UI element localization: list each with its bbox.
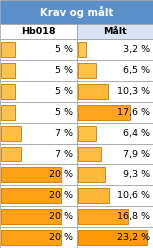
Bar — [1, 42, 15, 57]
Text: 3,2 %: 3,2 % — [123, 45, 150, 54]
Bar — [78, 126, 96, 141]
Text: 7 %: 7 % — [55, 150, 73, 158]
Bar — [76, 81, 153, 102]
Text: 5 %: 5 % — [55, 108, 73, 117]
Text: 20 %: 20 % — [49, 212, 73, 221]
Bar — [0, 123, 76, 144]
Text: 17,6 %: 17,6 % — [117, 108, 150, 117]
Bar — [76, 144, 153, 164]
Text: 10,6 %: 10,6 % — [117, 191, 150, 200]
Bar — [1, 126, 21, 141]
Text: 5 %: 5 % — [55, 45, 73, 54]
Bar — [1, 63, 15, 78]
Bar — [78, 167, 105, 182]
Bar — [0, 206, 76, 227]
Text: Krav og målt: Krav og målt — [40, 6, 113, 18]
Text: 7 %: 7 % — [55, 129, 73, 138]
Bar — [76, 227, 153, 248]
Bar — [0, 164, 76, 185]
Bar — [76, 164, 153, 185]
Bar — [78, 147, 101, 161]
Bar — [1, 167, 61, 182]
Bar — [78, 84, 108, 99]
Bar — [78, 63, 96, 78]
Text: 6,5 %: 6,5 % — [123, 66, 150, 75]
Bar — [76, 39, 153, 60]
Bar — [78, 188, 109, 203]
Bar — [0, 81, 76, 102]
Bar — [0, 39, 76, 60]
Bar — [0, 144, 76, 164]
Text: 6,4 %: 6,4 % — [123, 129, 150, 138]
Bar — [0, 102, 76, 123]
Bar — [1, 188, 61, 203]
Bar — [0, 185, 76, 206]
Text: Hb018: Hb018 — [21, 27, 56, 36]
Text: 16,8 %: 16,8 % — [117, 212, 150, 221]
Bar — [1, 105, 15, 120]
Bar — [78, 42, 86, 57]
Text: 10,3 %: 10,3 % — [117, 87, 150, 96]
Bar — [1, 84, 15, 99]
Bar — [1, 147, 21, 161]
Bar — [76, 185, 153, 206]
Text: 20 %: 20 % — [49, 233, 73, 242]
Bar — [76, 60, 153, 81]
Bar — [78, 209, 128, 224]
Bar — [1, 209, 61, 224]
Bar — [0, 24, 76, 39]
Bar — [0, 0, 153, 24]
Text: 20 %: 20 % — [49, 191, 73, 200]
Text: 7,9 %: 7,9 % — [123, 150, 150, 158]
Bar — [78, 230, 147, 245]
Text: 5 %: 5 % — [55, 66, 73, 75]
Bar — [78, 105, 130, 120]
Bar — [0, 227, 76, 248]
Text: 23,2 %: 23,2 % — [117, 233, 150, 242]
Bar — [76, 24, 153, 39]
Bar — [1, 230, 61, 245]
Text: 5 %: 5 % — [55, 87, 73, 96]
Bar — [76, 102, 153, 123]
Text: 20 %: 20 % — [49, 170, 73, 179]
Text: Målt: Målt — [103, 27, 127, 36]
Bar — [0, 60, 76, 81]
Bar — [76, 123, 153, 144]
Text: 9,3 %: 9,3 % — [123, 170, 150, 179]
Bar — [76, 206, 153, 227]
